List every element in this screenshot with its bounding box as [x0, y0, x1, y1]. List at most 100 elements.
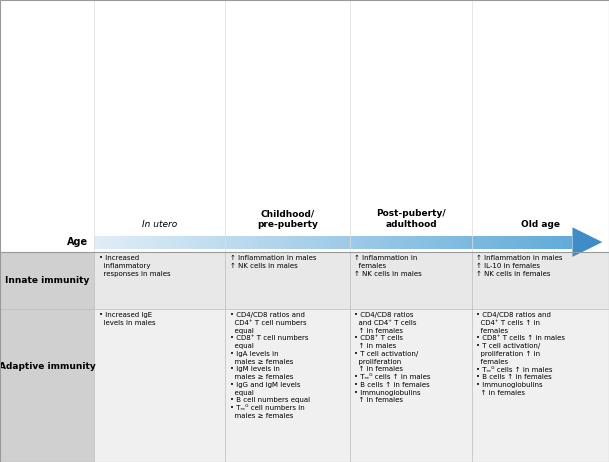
Bar [130, 236, 133, 249]
Text: Childhood/
pre-puberty: Childhood/ pre-puberty [258, 209, 318, 229]
Bar [381, 236, 384, 249]
Bar [166, 236, 169, 249]
Bar [180, 236, 183, 249]
Bar [216, 236, 219, 249]
Bar [436, 236, 438, 249]
Bar [434, 236, 436, 249]
Bar [99, 236, 102, 249]
Bar [121, 236, 123, 249]
Bar [113, 236, 116, 249]
Bar [441, 236, 443, 249]
Bar [367, 236, 369, 249]
Bar [503, 236, 505, 249]
Bar [549, 236, 551, 249]
Bar [0, 252, 609, 309]
Text: • CD4/CD8 ratios and
  CD4⁺ T cell numbers
  equal
• CD8⁺ T cell numbers
  equal: • CD4/CD8 ratios and CD4⁺ T cell numbers… [230, 312, 310, 419]
Bar [482, 236, 484, 249]
Bar [195, 236, 197, 249]
Bar [185, 236, 188, 249]
Bar [544, 236, 546, 249]
Bar [487, 236, 489, 249]
Bar [403, 236, 405, 249]
Bar [498, 236, 501, 249]
Bar [518, 236, 520, 249]
Bar [149, 236, 152, 249]
Bar [376, 236, 379, 249]
Bar [125, 236, 128, 249]
Bar [109, 236, 111, 249]
Bar [252, 236, 255, 249]
Bar [496, 236, 498, 249]
Bar [262, 236, 264, 249]
Text: • Increased
  inflammatory
  responses in males: • Increased inflammatory responses in ma… [99, 255, 171, 277]
Bar [438, 236, 441, 249]
Bar [128, 236, 130, 249]
Bar [281, 236, 283, 249]
Bar [412, 236, 415, 249]
Bar [458, 236, 460, 249]
Bar [322, 236, 324, 249]
Bar [324, 236, 326, 249]
Bar [231, 236, 233, 249]
Bar [465, 236, 467, 249]
Bar [135, 236, 138, 249]
Polygon shape [572, 227, 602, 257]
Bar [534, 236, 537, 249]
Bar [288, 236, 290, 249]
Bar [164, 236, 166, 249]
Bar [474, 236, 477, 249]
Text: Adaptive immunity: Adaptive immunity [0, 362, 96, 371]
Bar [386, 236, 389, 249]
Bar [278, 236, 281, 249]
Bar [456, 236, 458, 249]
Bar [515, 236, 518, 249]
Bar [448, 236, 451, 249]
Bar [393, 236, 396, 249]
Bar [369, 236, 371, 249]
Bar [302, 236, 304, 249]
Bar [338, 236, 340, 249]
Bar [407, 236, 410, 249]
Bar [209, 236, 211, 249]
Bar [107, 236, 109, 249]
Bar [290, 236, 293, 249]
Bar [513, 236, 515, 249]
Bar [175, 236, 178, 249]
Bar [353, 236, 355, 249]
Bar [300, 236, 302, 249]
Bar [334, 236, 336, 249]
Bar [307, 236, 309, 249]
Bar [365, 236, 367, 249]
Bar [350, 236, 353, 249]
Bar [257, 236, 259, 249]
Bar [142, 236, 144, 249]
Bar [446, 236, 448, 249]
Bar [541, 236, 544, 249]
Bar [314, 236, 317, 249]
Bar [539, 236, 541, 249]
Bar [133, 236, 135, 249]
Bar [529, 236, 532, 249]
Bar [379, 236, 381, 249]
Bar [295, 236, 298, 249]
Bar [493, 236, 496, 249]
Bar [472, 236, 474, 249]
Bar [523, 236, 524, 249]
Bar [415, 236, 417, 249]
Bar [360, 236, 362, 249]
Bar [118, 236, 121, 249]
Bar [211, 236, 214, 249]
Bar [116, 236, 118, 249]
Bar [104, 236, 107, 249]
Bar [400, 236, 403, 249]
Bar [174, 236, 175, 249]
Text: Innate immunity: Innate immunity [5, 276, 90, 285]
Bar [348, 236, 350, 249]
Bar [556, 236, 558, 249]
Bar [491, 236, 493, 249]
Bar [331, 236, 333, 249]
Bar [309, 236, 312, 249]
Bar [371, 236, 374, 249]
Bar [154, 236, 157, 249]
Bar [111, 236, 113, 249]
